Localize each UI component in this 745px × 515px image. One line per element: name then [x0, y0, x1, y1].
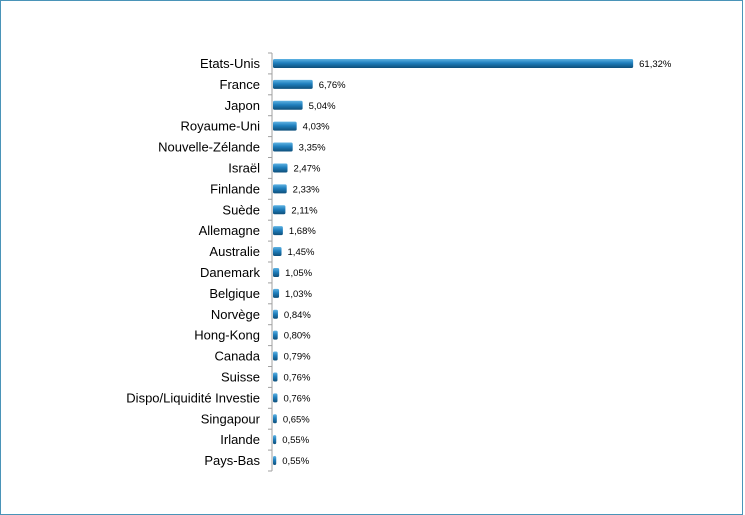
bar — [273, 184, 287, 194]
category-label: Belgique — [209, 286, 260, 301]
value-label: 6,76% — [319, 80, 346, 91]
value-label: 61,32% — [639, 59, 672, 70]
category-label: France — [220, 77, 260, 92]
value-label: 1,45% — [288, 247, 315, 258]
category-label: Pays-Bas — [204, 453, 260, 468]
category-label: Royaume-Uni — [181, 119, 261, 134]
bar — [273, 435, 277, 445]
category-label: Singapour — [201, 411, 261, 426]
bar — [273, 372, 278, 382]
value-label: 0,79% — [284, 352, 311, 363]
bar — [273, 247, 282, 257]
value-label: 4,03% — [303, 122, 330, 133]
bar — [273, 456, 277, 466]
category-label: Nouvelle-Zélande — [158, 140, 260, 155]
category-label: Dispo/Liquidité Investie — [126, 390, 260, 405]
category-label: Japon — [225, 98, 260, 113]
bar — [273, 414, 277, 424]
bar — [273, 163, 288, 173]
value-label: 3,35% — [299, 143, 326, 154]
category-label: Suède — [222, 202, 260, 217]
value-label: 0,76% — [283, 372, 310, 383]
category-label: Israël — [228, 160, 260, 175]
bar — [273, 351, 278, 361]
value-label: 2,33% — [293, 184, 320, 195]
category-label: Hong-Kong — [194, 328, 260, 343]
bar — [273, 309, 278, 319]
value-label: 1,05% — [285, 268, 312, 279]
value-label: 0,84% — [284, 310, 311, 321]
bar — [273, 330, 278, 340]
category-label: Danemark — [200, 265, 260, 280]
category-label: Australie — [209, 244, 260, 259]
category-label: Norvège — [211, 307, 260, 322]
category-label: Suisse — [221, 369, 260, 384]
bar — [273, 205, 286, 215]
bar — [273, 288, 280, 298]
value-label: 0,55% — [282, 435, 309, 446]
bar — [273, 267, 280, 277]
category-label: Allemagne — [199, 223, 260, 238]
bar — [273, 100, 303, 110]
bar — [273, 121, 297, 131]
value-label: 0,80% — [284, 331, 311, 342]
value-label: 0,65% — [283, 414, 310, 425]
value-label: 0,76% — [283, 393, 310, 404]
bar — [273, 226, 283, 236]
bar — [273, 393, 278, 403]
category-label: Finlande — [210, 181, 260, 196]
bar — [273, 142, 293, 152]
category-label: Etats-Unis — [200, 56, 260, 71]
bar — [273, 79, 313, 89]
value-label: 5,04% — [309, 101, 336, 112]
category-label: Canada — [214, 349, 260, 364]
bar — [273, 58, 634, 68]
value-label: 1,68% — [289, 226, 316, 237]
value-label: 1,03% — [285, 289, 312, 300]
value-label: 2,11% — [291, 205, 318, 216]
value-label: 2,47% — [294, 163, 321, 174]
value-label: 0,55% — [282, 456, 309, 467]
category-label: Irlande — [220, 432, 260, 447]
